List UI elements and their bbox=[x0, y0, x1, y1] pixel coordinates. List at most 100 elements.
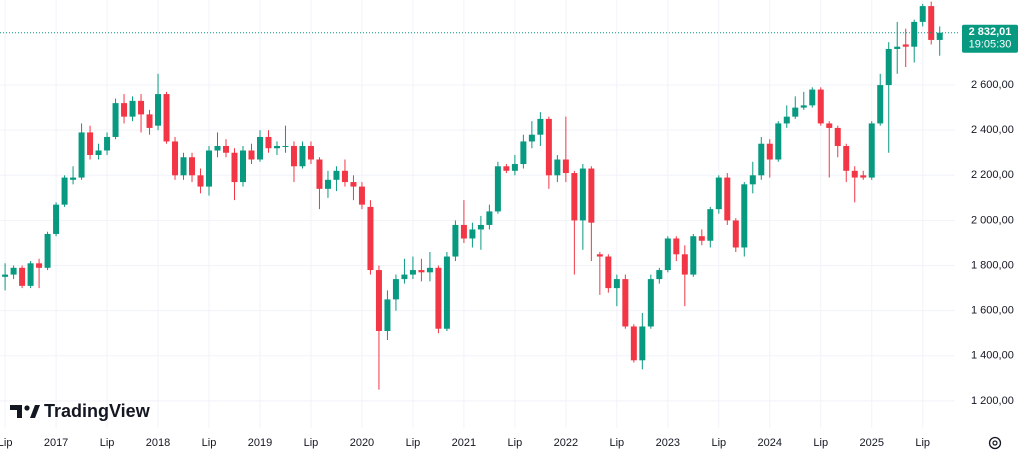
candle-body bbox=[783, 116, 790, 124]
candle-body bbox=[282, 145, 289, 147]
candle-body bbox=[851, 170, 858, 178]
candle-body bbox=[146, 114, 153, 128]
candle-body bbox=[826, 123, 833, 128]
candle-body bbox=[860, 175, 867, 178]
candle-body bbox=[919, 6, 926, 22]
candle-body bbox=[367, 206, 374, 271]
overlay: 1 200,00 1 400,00 1 600,00 1 800,00 2 000,00… bbox=[0, 24, 1018, 449]
x-tick-label: Lip bbox=[202, 437, 217, 449]
x-tick-label: 2025 bbox=[859, 437, 883, 449]
candle-body bbox=[537, 118, 544, 135]
candle-body bbox=[299, 145, 306, 167]
candle-body bbox=[341, 170, 348, 183]
candle-body bbox=[172, 141, 179, 176]
y-tick-label: 2 600,00 bbox=[971, 79, 1014, 91]
x-tick-label: Lip bbox=[915, 437, 930, 449]
candle-body bbox=[197, 175, 204, 187]
candle-body bbox=[562, 159, 569, 174]
logo-mark bbox=[24, 405, 30, 411]
candle-body bbox=[53, 204, 60, 234]
candle-body bbox=[443, 256, 450, 329]
candle-body bbox=[528, 134, 535, 142]
candle-body bbox=[375, 270, 382, 331]
settings-button[interactable] bbox=[988, 436, 1002, 450]
candle-body bbox=[214, 145, 221, 151]
x-tick-label: Lip bbox=[100, 437, 115, 449]
x-tick-label: Lip bbox=[406, 437, 421, 449]
settings-icon[interactable] bbox=[988, 436, 1002, 450]
y-tick-label: 1 200,00 bbox=[971, 395, 1014, 407]
candle-body bbox=[401, 274, 408, 280]
candle-body bbox=[664, 238, 671, 271]
candle-body bbox=[749, 175, 756, 185]
candle-body bbox=[630, 326, 637, 361]
logo-mark bbox=[10, 405, 22, 418]
x-tick-label: 2017 bbox=[44, 437, 68, 449]
candle-body bbox=[273, 145, 280, 149]
candle-body bbox=[503, 166, 510, 171]
candle-body bbox=[265, 136, 272, 149]
candle-body bbox=[2, 274, 9, 277]
candle-body bbox=[426, 267, 433, 273]
x-tick-label: Lip bbox=[813, 437, 828, 449]
candle-body bbox=[61, 177, 68, 205]
candle-body bbox=[902, 44, 909, 47]
candle-body bbox=[256, 136, 263, 160]
candle-body bbox=[469, 229, 476, 239]
candle-body bbox=[792, 107, 799, 117]
y-tick-label: 2 400,00 bbox=[971, 124, 1014, 136]
candle-body bbox=[358, 186, 365, 205]
y-tick-label: 2 000,00 bbox=[971, 214, 1014, 226]
x-tick-label: 2022 bbox=[554, 437, 578, 449]
candle-body bbox=[486, 211, 493, 225]
candle-body bbox=[138, 100, 145, 115]
candle-body bbox=[70, 177, 77, 180]
candle-body bbox=[307, 145, 314, 160]
candle-body bbox=[87, 132, 94, 156]
x-tick-label: 2023 bbox=[656, 437, 680, 449]
x-tick-label: 2024 bbox=[758, 437, 782, 449]
candle-body bbox=[95, 150, 102, 156]
candle-body bbox=[112, 103, 119, 137]
countdown-label: 19:05:30 bbox=[969, 39, 1012, 51]
candle-body bbox=[928, 6, 935, 40]
candle-body bbox=[775, 123, 782, 160]
candle-body bbox=[715, 177, 722, 210]
candle-body bbox=[452, 224, 459, 257]
candle-body bbox=[817, 89, 824, 124]
candle-body bbox=[231, 152, 238, 183]
candle-body bbox=[613, 279, 620, 289]
x-tick-label: 2020 bbox=[350, 437, 374, 449]
candle-body bbox=[877, 85, 884, 124]
candle-body bbox=[511, 164, 518, 171]
last-price-label: 2 832,01 bbox=[969, 26, 1012, 38]
logo-mark bbox=[30, 405, 40, 418]
candle-body bbox=[554, 159, 561, 176]
candle-body bbox=[911, 21, 918, 47]
y-tick-label: 1 800,00 bbox=[971, 259, 1014, 271]
y-tick-label: 1 400,00 bbox=[971, 350, 1014, 362]
candle-body bbox=[868, 123, 875, 178]
candle-body bbox=[520, 141, 527, 165]
candle-body bbox=[656, 270, 663, 280]
candle-body bbox=[129, 100, 136, 117]
x-tick-label: 2018 bbox=[146, 437, 170, 449]
candle-body bbox=[605, 256, 612, 289]
candle-body bbox=[579, 168, 586, 221]
candle-body bbox=[333, 170, 340, 180]
candle-body bbox=[418, 270, 425, 273]
candle-body bbox=[104, 136, 111, 151]
candle-body bbox=[392, 279, 399, 300]
candle-body bbox=[460, 224, 467, 239]
candle-body bbox=[681, 254, 688, 275]
candle-body bbox=[809, 89, 816, 106]
candle-body bbox=[639, 326, 646, 361]
candle-body bbox=[27, 263, 34, 286]
settings-icon[interactable] bbox=[992, 440, 998, 446]
candle-body bbox=[239, 150, 246, 183]
candle-body bbox=[707, 209, 714, 241]
candle-body bbox=[800, 105, 807, 108]
candle-body bbox=[766, 143, 773, 160]
